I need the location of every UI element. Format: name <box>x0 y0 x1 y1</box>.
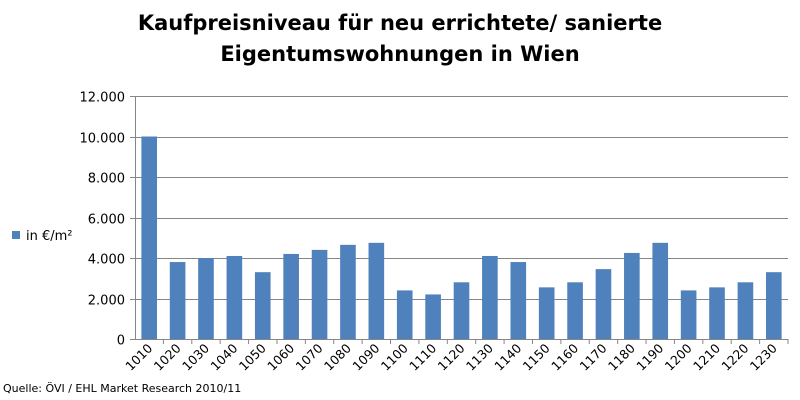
bar-1120 <box>453 282 470 339</box>
bar-1050 <box>254 272 271 339</box>
x-tick-label: 1030 <box>179 340 212 373</box>
x-tick-label: 1070 <box>293 340 326 373</box>
y-tick-label: 4.000 <box>88 253 125 268</box>
bar-1170 <box>595 269 612 339</box>
x-tick-label: 1200 <box>662 340 695 373</box>
y-tick-label: 0 <box>117 334 125 349</box>
x-tick-label: 1190 <box>633 340 666 373</box>
chart-title-line-2: Eigentumswohnungen in Wien <box>220 42 580 66</box>
chart-title: Kaufpreisniveau für neu errichtete/ sani… <box>0 8 800 70</box>
bars <box>141 136 782 339</box>
x-tick-label: 1170 <box>576 340 609 373</box>
x-tick-label: 1120 <box>435 340 468 373</box>
x-tick-label: 1150 <box>520 340 553 373</box>
bar-1140 <box>510 262 527 339</box>
x-tick-label: 1220 <box>718 340 751 373</box>
x-tick-labels: 1010102010301040105010601070108010901100… <box>122 340 780 373</box>
bar-1040 <box>226 255 243 339</box>
bar-1100 <box>396 290 413 339</box>
bar-1160 <box>567 282 583 339</box>
bar-1110 <box>425 294 441 339</box>
x-tick-label: 1010 <box>122 340 155 373</box>
x-tick-label: 1080 <box>321 340 354 373</box>
x-tick-label: 1130 <box>463 340 496 373</box>
y-tick-label: 2.000 <box>88 294 125 309</box>
bar-1020 <box>169 262 186 339</box>
bar-1010 <box>141 136 158 339</box>
bar-1180 <box>624 252 640 339</box>
y-tick-label: 8.000 <box>88 172 125 187</box>
bar-1070 <box>311 249 328 339</box>
y-tick-label: 10.000 <box>80 132 126 147</box>
bar-1060 <box>283 253 299 339</box>
y-tick-label: 12.000 <box>80 91 126 106</box>
bar-1130 <box>482 255 498 339</box>
x-tick-label: 1090 <box>349 340 382 373</box>
legend: in €/m² <box>12 229 73 244</box>
bar-1090 <box>368 242 385 339</box>
x-tick-label: 1230 <box>747 340 780 373</box>
bar-1190 <box>652 242 669 339</box>
bar-1210 <box>709 287 725 339</box>
bar-1230 <box>766 272 782 339</box>
legend-label: in €/m² <box>26 229 73 244</box>
x-tick-label: 1180 <box>605 340 638 373</box>
x-tick-label: 1140 <box>491 340 524 373</box>
bar-1220 <box>737 282 754 339</box>
bar-1150 <box>538 287 555 339</box>
x-tick-label: 1160 <box>548 340 581 373</box>
x-tick-label: 1050 <box>236 340 269 373</box>
axes <box>130 96 789 344</box>
y-tick-label: 6.000 <box>88 213 125 228</box>
legend-swatch <box>12 231 20 239</box>
x-tick-label: 1060 <box>264 340 297 373</box>
bar-1200 <box>680 290 697 339</box>
x-tick-label: 1210 <box>690 340 723 373</box>
bar-1030 <box>198 258 214 339</box>
source-note: Quelle: ÖVI / EHL Market Research 2010/1… <box>3 382 242 395</box>
y-tick-labels: 0 2.000 4.000 6.000 8.000 10.000 12.000 <box>80 91 126 349</box>
x-tick-label: 1040 <box>207 340 240 373</box>
x-tick-label: 1110 <box>406 340 439 373</box>
x-tick-label: 1020 <box>151 340 184 373</box>
x-tick-label: 1100 <box>378 340 411 373</box>
chart-title-line-1: Kaufpreisniveau für neu errichtete/ sani… <box>137 11 663 35</box>
bar-1080 <box>340 244 356 339</box>
